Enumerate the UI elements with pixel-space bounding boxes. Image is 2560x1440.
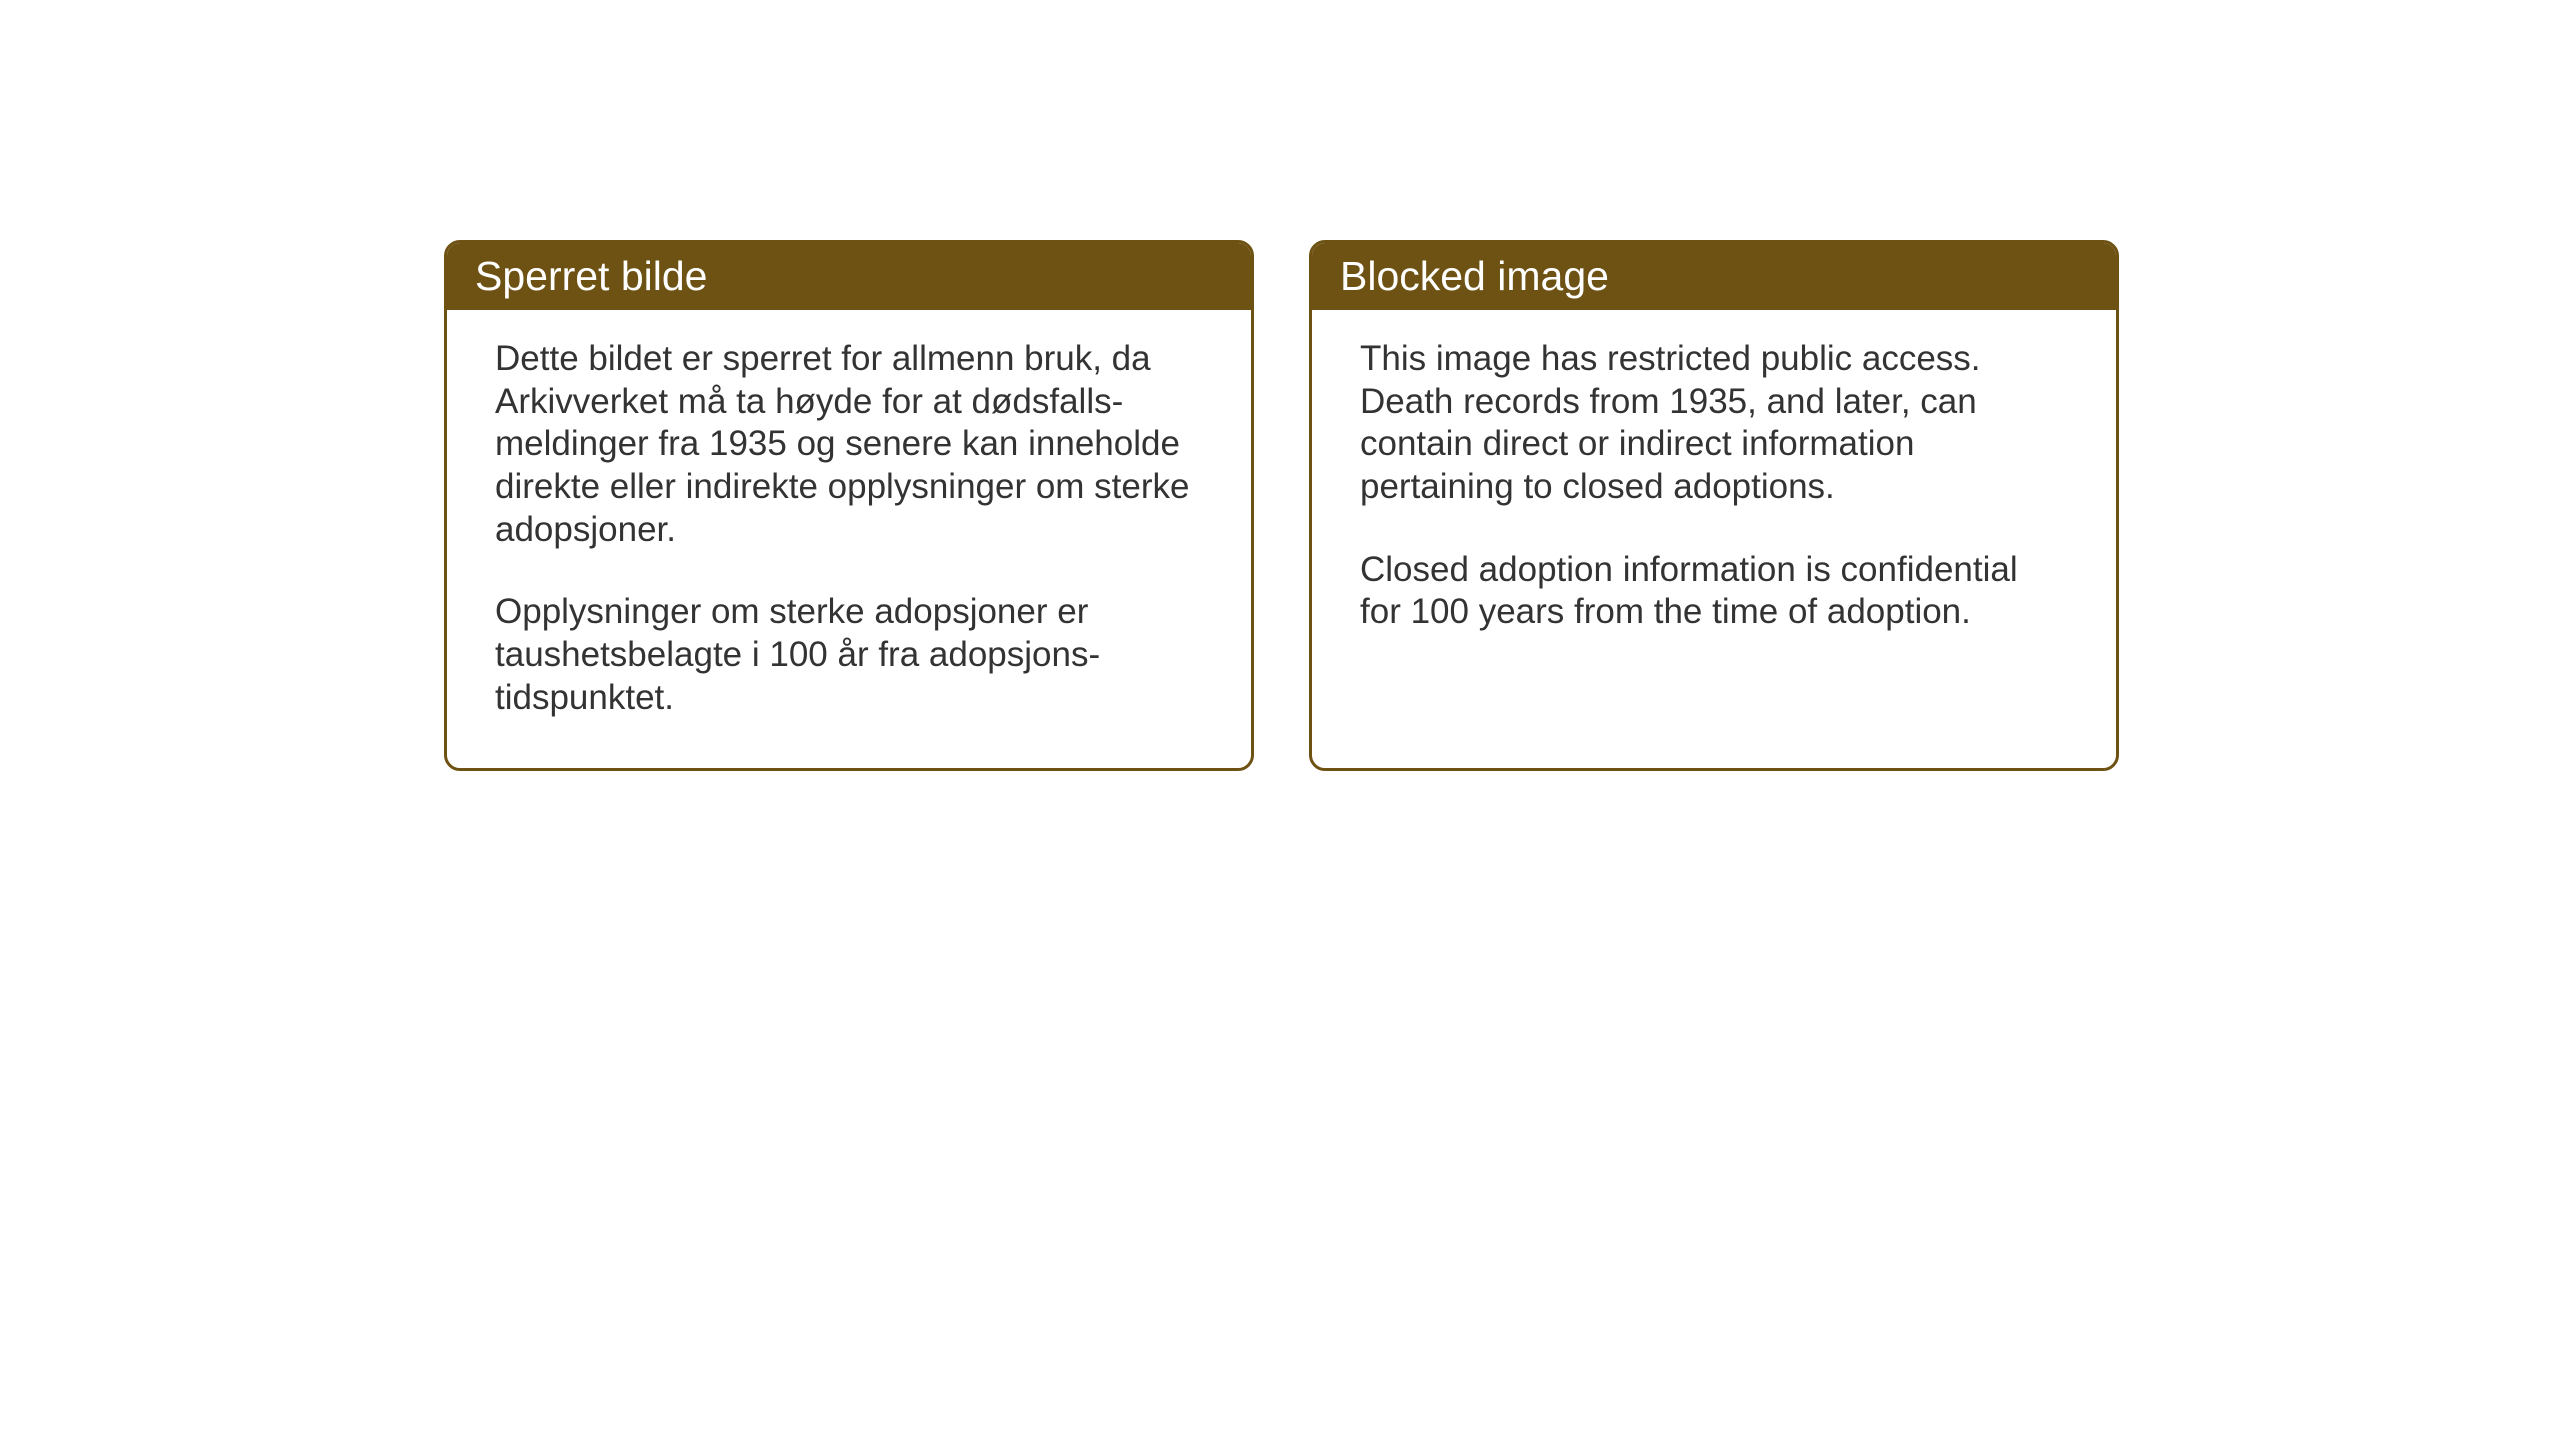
english-paragraph-2: Closed adoption information is confident… — [1360, 549, 2068, 634]
english-card-title: Blocked image — [1312, 243, 2116, 310]
norwegian-paragraph-1: Dette bildet er sperret for allmenn bruk… — [495, 338, 1203, 551]
norwegian-card-title: Sperret bilde — [447, 243, 1251, 310]
norwegian-paragraph-2: Opplysninger om sterke adopsjoner er tau… — [495, 591, 1203, 719]
norwegian-card-body: Dette bildet er sperret for allmenn bruk… — [447, 310, 1251, 768]
norwegian-notice-card: Sperret bilde Dette bildet er sperret fo… — [444, 240, 1254, 771]
notice-container: Sperret bilde Dette bildet er sperret fo… — [444, 240, 2119, 771]
english-paragraph-1: This image has restricted public access.… — [1360, 338, 2068, 509]
english-notice-card: Blocked image This image has restricted … — [1309, 240, 2119, 771]
english-card-body: This image has restricted public access.… — [1312, 310, 2116, 682]
